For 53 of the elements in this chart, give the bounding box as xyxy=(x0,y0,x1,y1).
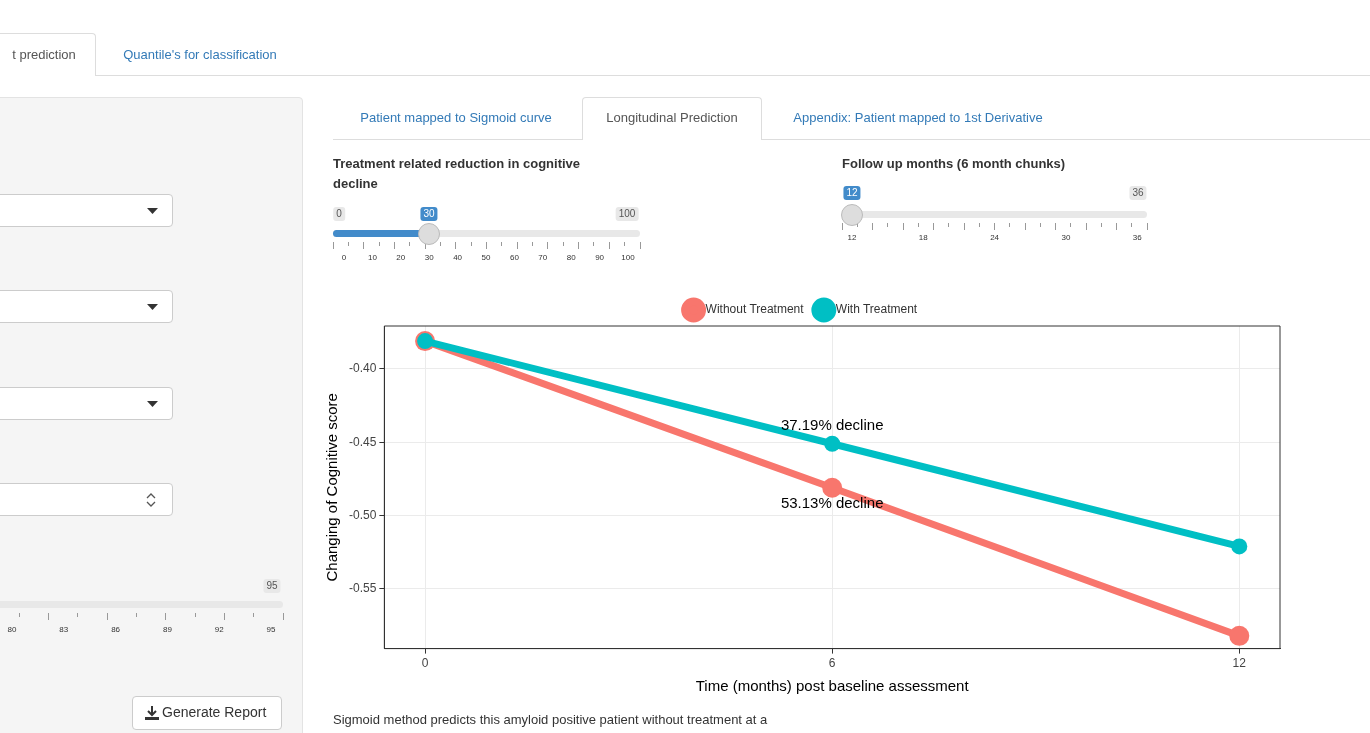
text: 30 xyxy=(424,253,434,262)
text: 60 xyxy=(509,253,519,262)
text: 0 xyxy=(333,207,345,221)
legend-label: Without Treatment xyxy=(705,302,805,317)
text: 100 xyxy=(621,253,635,262)
text: 36 xyxy=(1132,233,1142,242)
text: 18 xyxy=(918,233,928,242)
text: 80 xyxy=(7,625,17,634)
text: 0 xyxy=(341,253,347,262)
text: 92 xyxy=(214,625,224,634)
text: 70 xyxy=(538,253,548,262)
x-tick-label: 12 xyxy=(1232,656,1247,671)
text: Sigmoid method predicts this amyloid positive patient without treatment at a xyxy=(333,712,768,727)
text: Longitudinal Prediction xyxy=(606,110,738,125)
text: 12 xyxy=(843,186,861,200)
text: Patient mapped to Sigmoid curve xyxy=(360,110,552,125)
text: Generate Report xyxy=(162,704,267,720)
text: 90 xyxy=(595,253,605,262)
text: 40 xyxy=(453,253,463,262)
text: Quantile's for classification xyxy=(123,47,277,62)
legend-label: With Treatment xyxy=(835,302,918,317)
text: t prediction xyxy=(12,47,76,62)
text: 80 xyxy=(566,253,576,262)
text: 50 xyxy=(481,253,491,262)
y-tick-label: -0.50 xyxy=(348,507,377,522)
y-tick-label: -0.55 xyxy=(348,581,377,596)
point xyxy=(824,435,841,452)
x-axis-title: Time (months) post baseline assessment xyxy=(695,677,970,695)
y-tick-label: -0.40 xyxy=(348,361,377,376)
x-tick-label: 0 xyxy=(421,656,429,671)
text: 89 xyxy=(162,625,172,634)
text: Treatment related reduction in cognitive decline xyxy=(333,155,582,193)
text: 36 xyxy=(1129,186,1147,200)
point xyxy=(822,477,843,498)
point xyxy=(1229,625,1250,646)
text: 30 xyxy=(1061,233,1071,242)
text: Follow up months (6 month chunks) xyxy=(842,155,1067,173)
text: 95 xyxy=(266,625,276,634)
text: 83 xyxy=(59,625,69,634)
point xyxy=(1231,538,1248,555)
y-axis-title: Changing of Cognitive score xyxy=(323,393,341,582)
text: 100 xyxy=(615,207,639,221)
text: 12 xyxy=(847,233,857,242)
text: 95 xyxy=(263,579,281,593)
x-tick-label: 6 xyxy=(828,656,836,671)
text: 30 xyxy=(420,207,438,221)
text: 24 xyxy=(990,233,1000,242)
annotation: 37.19% decline xyxy=(780,415,884,433)
text: Appendix: Patient mapped to 1st Derivative xyxy=(793,110,1043,125)
text: 20 xyxy=(396,253,406,262)
text: 86 xyxy=(111,625,121,634)
text: 10 xyxy=(367,253,377,262)
y-tick-label: -0.45 xyxy=(348,434,377,449)
